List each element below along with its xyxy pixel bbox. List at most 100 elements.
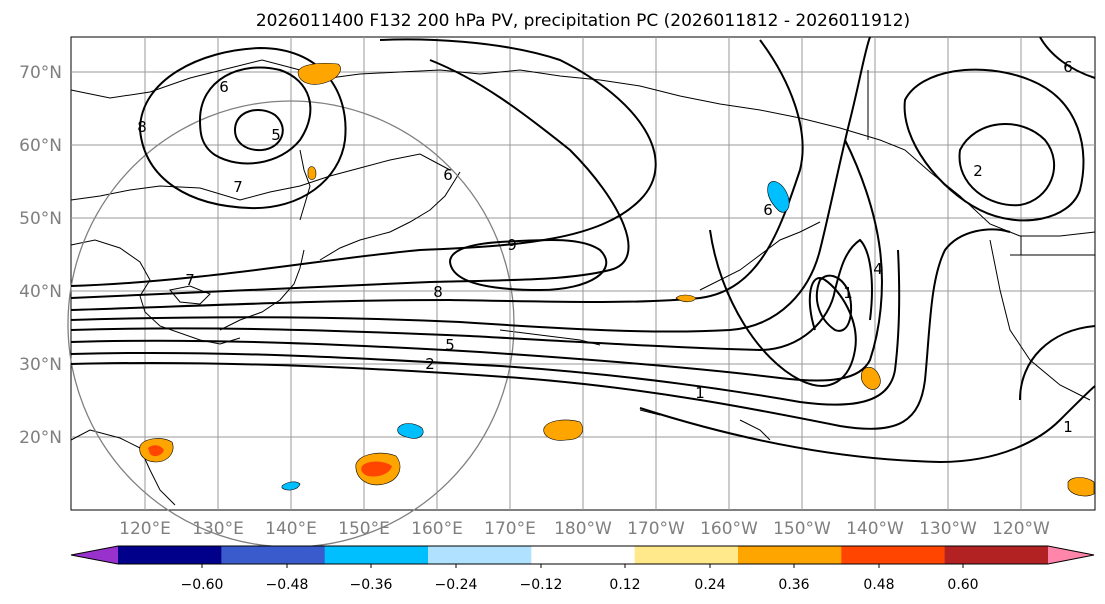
lon-label: 150°E <box>338 519 390 539</box>
contour-label: 6 <box>219 78 229 96</box>
lat-label: 70°N <box>19 63 62 83</box>
precip-negative-patch <box>281 481 301 491</box>
contour-label: 6 <box>443 166 453 184</box>
precip-strong-patch <box>148 445 164 457</box>
contour-line <box>639 385 1096 464</box>
colorbar-ticks <box>201 564 964 568</box>
precip-positive-patch <box>860 366 881 390</box>
colorbar-segment <box>118 546 222 564</box>
longitude-labels: 120°E 130°E 140°E 150°E 160°E 170°E 180°… <box>119 519 1050 539</box>
contour-line <box>70 36 871 333</box>
colorbar-tick-label: −0.36 <box>350 577 393 593</box>
latitude-labels: 70°N 60°N 50°N 40°N 30°N 20°N <box>19 63 62 448</box>
lon-label: 130°W <box>919 519 977 539</box>
contour-line <box>70 39 804 311</box>
contour-line <box>709 229 857 387</box>
lon-label: 170°W <box>627 519 685 539</box>
lat-label: 50°N <box>19 209 62 229</box>
contour-label: 2 <box>425 355 435 373</box>
colorbar-tick-label: 0.24 <box>694 577 725 593</box>
lat-label: 40°N <box>19 282 62 302</box>
colorbar: −0.60 −0.48 −0.36 −0.24 −0.12 0.12 0.24 … <box>70 545 1095 593</box>
colorbar-tick-label: −0.24 <box>435 577 478 593</box>
lat-label: 30°N <box>19 355 62 375</box>
precip-positive-patch <box>543 419 583 441</box>
precip-negative-patch <box>767 181 790 213</box>
colorbar-segment <box>428 546 532 564</box>
colorbar-segment <box>324 546 429 564</box>
contour-line <box>198 66 312 165</box>
contour-line <box>903 68 1085 222</box>
graticule <box>71 37 1095 510</box>
contour-line <box>70 59 630 299</box>
lon-label: 160°W <box>700 519 758 539</box>
lat-label: 60°N <box>19 136 62 156</box>
colorbar-tick-label: 0.48 <box>863 577 894 593</box>
colorbar-outline <box>70 545 1095 565</box>
contour-label: 8 <box>433 283 443 301</box>
contour-label: 1 <box>695 384 705 402</box>
colorbar-segment <box>944 546 1049 564</box>
lon-label: 120°W <box>992 519 1050 539</box>
colorbar-segment <box>634 546 739 564</box>
precip-positive-patch <box>675 294 697 303</box>
colorbar-tick-label: −0.60 <box>181 577 224 593</box>
colorbar-tick-labels: −0.60 −0.48 −0.36 −0.24 −0.12 0.12 0.24 … <box>181 577 979 593</box>
contour-line <box>70 228 1011 430</box>
map-panel: 6 5 8 7 6 9 8 7 5 2 1 6 4 1 2 6 1 <box>67 36 1096 548</box>
contour-label: 7 <box>185 271 195 289</box>
contour-line <box>139 46 347 210</box>
precip-positive-patch <box>1067 477 1095 497</box>
colorbar-tick-label: −0.12 <box>520 577 563 593</box>
contour-line <box>233 109 284 152</box>
contour-label: 7 <box>233 178 243 196</box>
contour-line <box>70 139 883 382</box>
precip-negative-patch <box>397 423 424 439</box>
colorbar-tick-label: 0.60 <box>947 577 978 593</box>
colorbar-segment <box>738 546 842 564</box>
contour-label: 2 <box>973 162 983 180</box>
lon-label: 150°W <box>773 519 831 539</box>
contour-label: 6 <box>1063 58 1073 76</box>
lon-label: 120°E <box>119 519 171 539</box>
contour-labels: 6 5 8 7 6 9 8 7 5 2 1 6 4 1 2 6 1 <box>137 58 1073 436</box>
colorbar-tick-label: 0.12 <box>609 577 640 593</box>
contour-label: 6 <box>763 201 773 219</box>
lon-label: 130°E <box>192 519 244 539</box>
figure-title: 2026011400 F132 200 hPa PV, precipitatio… <box>256 11 910 31</box>
contour-label: 4 <box>873 260 883 278</box>
colorbar-segments <box>71 546 1094 564</box>
contour-label: 9 <box>507 236 517 254</box>
lon-label: 140°E <box>265 519 317 539</box>
contour-line <box>70 238 873 352</box>
contour-line <box>448 238 608 292</box>
colorbar-extend-min <box>71 546 118 564</box>
contour-label: 5 <box>271 126 281 144</box>
precip-positive-patch <box>297 62 341 85</box>
colorbar-segment <box>531 546 636 564</box>
lon-label: 160°E <box>411 519 463 539</box>
contour-label: 1 <box>843 284 853 302</box>
precip-strong-patch <box>361 461 392 477</box>
contour-line <box>1019 325 1096 401</box>
contour-line <box>958 123 1055 207</box>
contour-line <box>70 249 901 406</box>
contour-label: 8 <box>137 118 147 136</box>
contour-line <box>1039 36 1096 79</box>
precip-anomalies <box>139 62 1095 497</box>
contour-label: 1 <box>1063 418 1073 436</box>
lon-label: 170°E <box>484 519 536 539</box>
lon-label: 140°W <box>846 519 904 539</box>
lon-label: 180°W <box>554 519 612 539</box>
lat-label: 20°N <box>19 428 62 448</box>
colorbar-segment <box>841 546 946 564</box>
contour-label: 5 <box>445 336 455 354</box>
pv-contours <box>70 36 1096 464</box>
colorbar-tick-label: 0.36 <box>778 577 809 593</box>
colorbar-segment <box>221 546 326 564</box>
contour-line <box>70 38 657 287</box>
colorbar-tick-label: −0.48 <box>266 577 309 593</box>
contour-line <box>815 274 853 332</box>
colorbar-extend-max <box>1048 546 1094 564</box>
